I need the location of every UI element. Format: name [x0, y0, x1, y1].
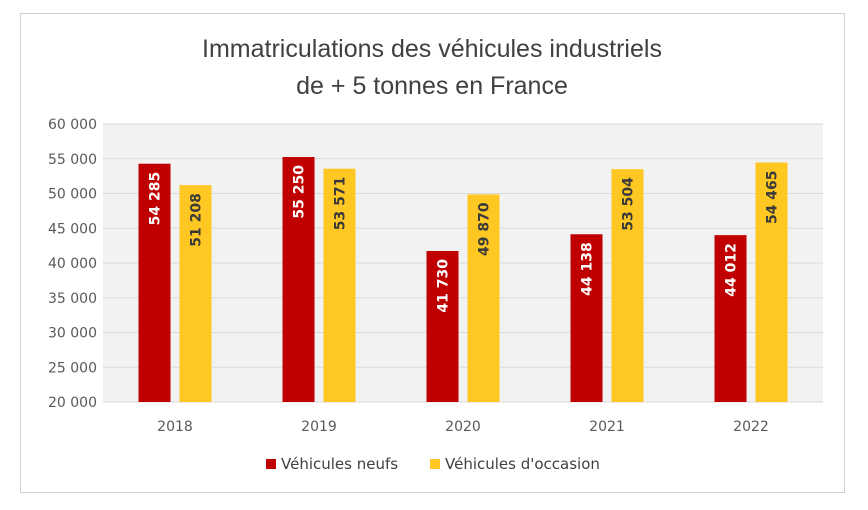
- bar-occasion: [323, 168, 356, 402]
- y-tick-label: 30 000: [48, 326, 97, 342]
- bar-occasion: [467, 194, 500, 402]
- bar-occasion: [179, 185, 212, 402]
- data-label: 44 012: [724, 243, 740, 297]
- y-tick-label: 25 000: [48, 360, 97, 376]
- legend-label-neufs: Véhicules neufs: [281, 455, 398, 473]
- data-label: 54 465: [765, 170, 781, 224]
- x-tick-label: 2019: [301, 419, 337, 435]
- chart-title-line-2: de + 5 tonnes en France: [296, 72, 568, 100]
- x-tick-label: 2021: [589, 419, 625, 435]
- data-label: 51 208: [189, 193, 205, 247]
- bar-neufs: [138, 163, 171, 402]
- x-tick-label: 2018: [157, 419, 193, 435]
- y-tick-label: 20 000: [48, 395, 97, 411]
- data-label: 53 571: [333, 177, 349, 231]
- y-tick-label: 40 000: [48, 256, 97, 272]
- bar-neufs: [570, 234, 603, 402]
- data-label: 41 730: [436, 259, 452, 313]
- legend-swatch-occasion: [430, 459, 440, 469]
- chart-frame: [20, 13, 845, 493]
- y-tick-label: 35 000: [48, 291, 97, 307]
- x-tick-label: 2022: [733, 419, 769, 435]
- data-label: 44 138: [580, 242, 596, 296]
- bar-neufs: [426, 250, 459, 402]
- bar-neufs: [282, 157, 315, 402]
- bar-neufs: [714, 235, 747, 402]
- y-tick-label: 55 000: [48, 152, 97, 168]
- bar-occasion: [755, 162, 788, 402]
- data-label: 55 250: [292, 165, 308, 219]
- y-tick-label: 50 000: [48, 187, 97, 203]
- bar-occasion: [611, 169, 644, 402]
- legend-label-occasion: Véhicules d'occasion: [445, 455, 600, 473]
- data-label: 53 504: [621, 177, 637, 231]
- y-tick-label: 45 000: [48, 221, 97, 237]
- chart-title-line-1: Immatriculations des véhicules industrie…: [202, 35, 662, 63]
- x-tick-label: 2020: [445, 419, 481, 435]
- data-label: 49 870: [477, 202, 493, 256]
- data-label: 54 285: [148, 172, 164, 226]
- legend-swatch-neufs: [266, 459, 276, 469]
- y-tick-label: 60 000: [48, 117, 97, 133]
- legend: Véhicules neufs Véhicules d'occasion: [266, 455, 600, 473]
